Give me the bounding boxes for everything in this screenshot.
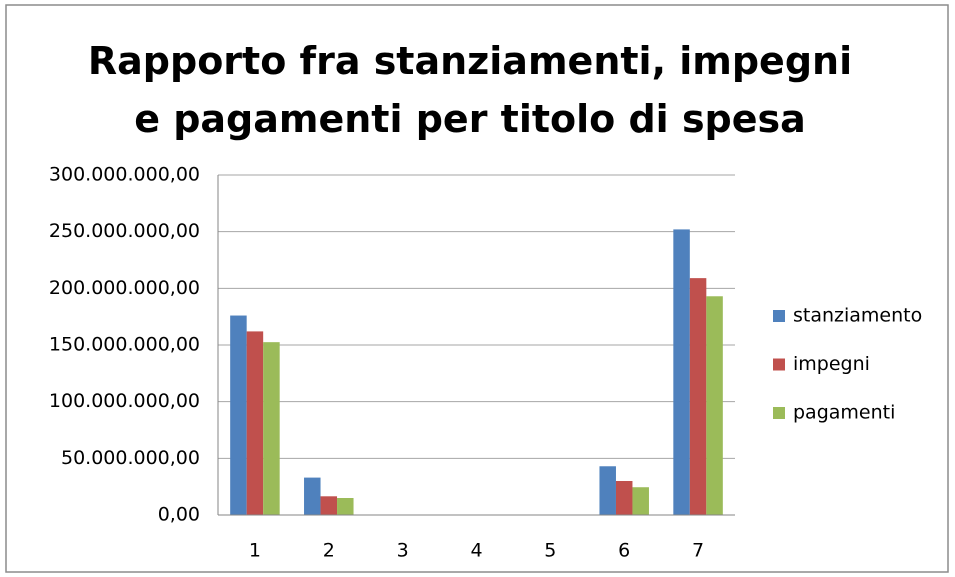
- bar: [673, 229, 690, 515]
- bar: [320, 496, 338, 515]
- y-tick-label: 50.000.000,00: [61, 447, 200, 469]
- legend-swatch: [773, 310, 785, 322]
- legend-swatch: [773, 358, 785, 371]
- x-tick-label: 3: [397, 540, 409, 562]
- x-tick-label: 7: [692, 540, 704, 562]
- bar: [337, 498, 354, 515]
- x-tick-label: 5: [544, 540, 556, 562]
- bar: [689, 278, 707, 515]
- chart-title: Rapporto fra stanziamenti, impegni e pag…: [87, 39, 853, 141]
- bar: [615, 481, 633, 515]
- bar: [706, 296, 723, 515]
- legend-swatch: [773, 407, 785, 419]
- bar: [599, 466, 616, 515]
- y-tick-label: 300.000.000,00: [49, 164, 200, 186]
- y-tick-label: 200.000.000,00: [49, 277, 200, 299]
- legend-label: impegni: [793, 353, 870, 375]
- y-tick-label: 150.000.000,00: [49, 334, 200, 356]
- legend-label: pagamenti: [793, 402, 895, 424]
- legend-label: stanziamento: [793, 305, 922, 327]
- x-tick-label: 1: [249, 540, 261, 562]
- bar: [632, 487, 649, 515]
- chart-border: [5, 4, 949, 573]
- x-tick-label: 2: [323, 540, 335, 562]
- x-tick-label: 6: [618, 540, 630, 562]
- y-tick-label: 100.000.000,00: [49, 390, 200, 412]
- bar: [263, 342, 280, 515]
- x-tick-label: 4: [470, 540, 482, 562]
- y-tick-label: 250.000.000,00: [49, 220, 200, 242]
- bar: [304, 477, 321, 515]
- bar: [246, 331, 264, 515]
- bar: [230, 315, 247, 515]
- y-tick-label: 0,00: [158, 504, 200, 526]
